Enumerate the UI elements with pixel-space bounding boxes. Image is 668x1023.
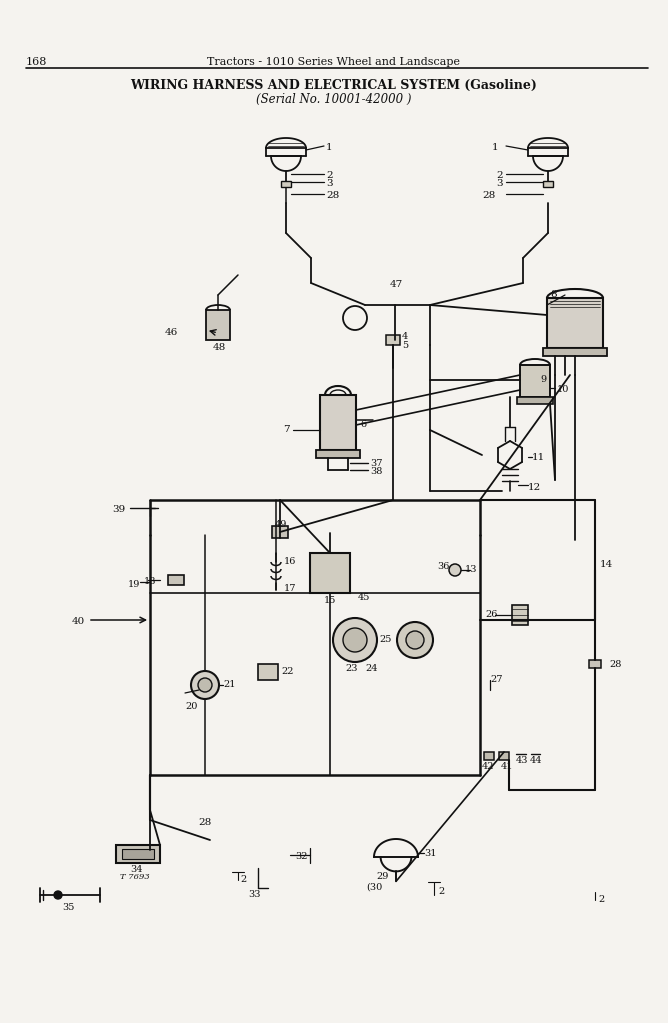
- Text: 28: 28: [326, 191, 339, 201]
- Text: WIRING HARNESS AND ELECTRICAL SYSTEM (Gasoline): WIRING HARNESS AND ELECTRICAL SYSTEM (Ga…: [130, 79, 538, 92]
- Text: 11: 11: [532, 453, 545, 462]
- Bar: [320, 395, 356, 450]
- Text: 49: 49: [275, 520, 287, 529]
- Circle shape: [198, 678, 212, 692]
- Text: T 7693: T 7693: [120, 873, 150, 881]
- Text: 1: 1: [326, 143, 333, 152]
- Text: (30: (30: [366, 883, 382, 892]
- Text: 31: 31: [424, 849, 436, 858]
- Text: 6: 6: [360, 420, 366, 429]
- Circle shape: [406, 631, 424, 649]
- Text: 38: 38: [370, 468, 382, 476]
- Text: 7: 7: [283, 425, 290, 434]
- Text: 13: 13: [465, 565, 478, 574]
- Text: 20: 20: [185, 702, 197, 711]
- Text: 35: 35: [62, 903, 74, 911]
- Text: 10: 10: [557, 385, 569, 394]
- Text: 5: 5: [402, 341, 408, 350]
- Circle shape: [449, 564, 461, 576]
- Bar: [589, 660, 601, 668]
- Text: 37: 37: [370, 459, 383, 468]
- Text: 2: 2: [326, 171, 333, 180]
- Text: 3: 3: [496, 179, 503, 188]
- Text: 24: 24: [365, 664, 377, 673]
- Text: 2: 2: [598, 895, 605, 904]
- Bar: [272, 526, 288, 538]
- Text: 28: 28: [609, 660, 621, 669]
- Bar: [310, 553, 350, 593]
- Text: 47: 47: [390, 280, 403, 290]
- Text: Tractors - 1010 Series Wheel and Landscape: Tractors - 1010 Series Wheel and Landsca…: [208, 57, 460, 66]
- Bar: [484, 752, 494, 760]
- Text: 39: 39: [112, 505, 126, 514]
- Text: 22: 22: [281, 667, 293, 676]
- Bar: [206, 310, 230, 340]
- Bar: [512, 605, 528, 625]
- Bar: [386, 335, 400, 345]
- Text: 43: 43: [516, 756, 528, 765]
- Bar: [517, 397, 553, 404]
- Text: 1: 1: [492, 143, 498, 152]
- Text: 18: 18: [144, 577, 156, 586]
- Text: (Serial No. 10001-42000 ): (Serial No. 10001-42000 ): [257, 93, 411, 106]
- Text: 44: 44: [530, 756, 542, 765]
- Text: 40: 40: [72, 617, 86, 626]
- Text: 17: 17: [284, 584, 297, 593]
- Text: 2: 2: [240, 875, 246, 884]
- Text: 45: 45: [358, 593, 370, 602]
- Text: 33: 33: [248, 890, 261, 899]
- Text: 29: 29: [376, 872, 388, 881]
- Text: 28: 28: [198, 818, 211, 827]
- Bar: [316, 450, 360, 458]
- Text: 2: 2: [496, 171, 503, 180]
- Bar: [168, 575, 184, 585]
- Text: 27: 27: [490, 675, 502, 684]
- Text: 26: 26: [485, 610, 498, 619]
- Text: 28: 28: [483, 191, 496, 201]
- Bar: [543, 348, 607, 356]
- Bar: [543, 181, 553, 187]
- Bar: [258, 664, 278, 680]
- Text: 9: 9: [540, 375, 546, 384]
- Bar: [122, 849, 154, 859]
- Text: 36: 36: [437, 562, 450, 571]
- Text: 14: 14: [600, 560, 613, 569]
- Text: 48: 48: [213, 343, 226, 352]
- Bar: [547, 298, 603, 348]
- Text: 32: 32: [295, 852, 307, 861]
- Text: 19: 19: [128, 580, 140, 589]
- Text: 15: 15: [324, 596, 337, 605]
- Text: 23: 23: [345, 664, 357, 673]
- Text: 8: 8: [550, 290, 556, 299]
- Circle shape: [54, 891, 62, 899]
- Text: 3: 3: [326, 179, 333, 188]
- Text: 42: 42: [482, 762, 494, 771]
- Text: 41: 41: [501, 762, 514, 771]
- Circle shape: [343, 628, 367, 652]
- Text: 21: 21: [223, 680, 236, 690]
- Text: 4: 4: [402, 332, 408, 341]
- Circle shape: [397, 622, 433, 658]
- Bar: [116, 845, 160, 863]
- Text: 16: 16: [284, 557, 297, 566]
- Bar: [520, 365, 550, 397]
- Text: 25: 25: [379, 635, 391, 644]
- Circle shape: [333, 618, 377, 662]
- Text: 12: 12: [528, 483, 541, 492]
- Bar: [499, 752, 509, 760]
- Text: 34: 34: [130, 865, 142, 874]
- Text: 2: 2: [438, 887, 444, 896]
- Circle shape: [191, 671, 219, 699]
- Text: 168: 168: [26, 57, 47, 66]
- Text: 46: 46: [165, 328, 178, 337]
- Bar: [281, 181, 291, 187]
